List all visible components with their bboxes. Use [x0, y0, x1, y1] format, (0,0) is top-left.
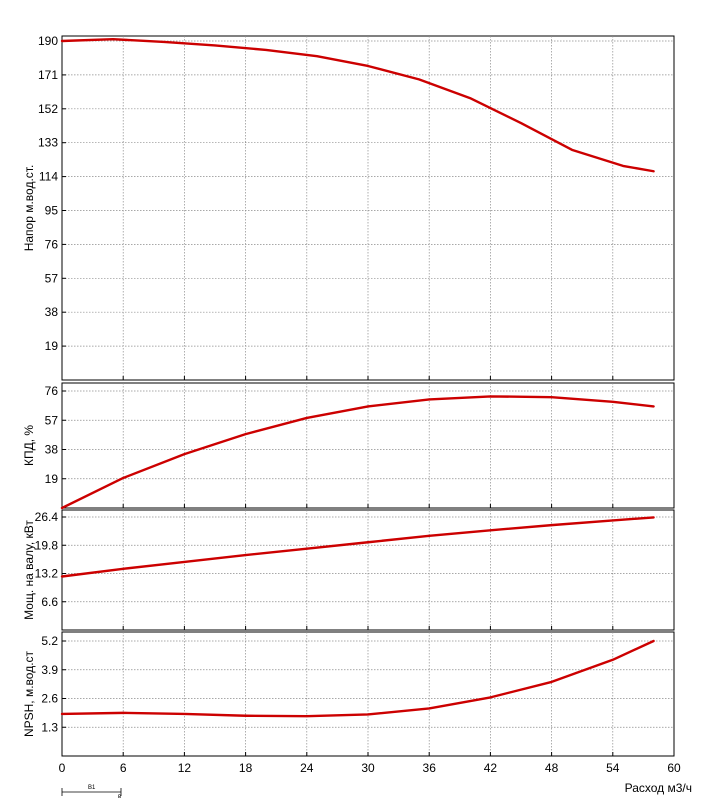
y-tick-label: 57 — [45, 413, 59, 427]
x-tick-label: 60 — [667, 761, 681, 775]
y-tick-label: 19 — [45, 472, 59, 486]
y-tick-label: 57 — [45, 271, 59, 285]
curve-series-1 — [60, 395, 655, 510]
curve-series-1 — [60, 516, 655, 578]
y-tick-label: 26.4 — [35, 510, 59, 524]
x-tick-label: 30 — [361, 761, 375, 775]
operating-range-marker: В1 в — [61, 785, 122, 800]
x-tick-label: 18 — [239, 761, 253, 775]
y-tick-label: 190 — [38, 34, 58, 48]
x-tick-label: 0 — [59, 761, 66, 775]
x-tick-label: 42 — [484, 761, 498, 775]
x-tick-label: 54 — [606, 761, 620, 775]
x-tick-label: 48 — [545, 761, 559, 775]
curve-series-1 — [60, 639, 655, 718]
y-tick-label: 114 — [39, 170, 58, 184]
y-tick-label: 38 — [45, 305, 59, 319]
y-tick-label: 19 — [45, 339, 59, 353]
y-tick-label: 13.2 — [35, 567, 59, 581]
y-axis-label: Напор м.вод.ст. — [22, 165, 36, 252]
y-tick-label: 6.6 — [41, 595, 58, 609]
y-tick-label: 1.3 — [41, 720, 58, 734]
y-axis-label: Мощ. на валу, кВт — [22, 520, 36, 620]
x-tick-label: 24 — [300, 761, 314, 775]
y-tick-label: 5.2 — [41, 634, 58, 648]
y-tick-label: 76 — [45, 237, 59, 251]
y-tick-label: 95 — [45, 204, 59, 218]
x-axis-label: Расход м3/ч — [625, 781, 692, 795]
panel-2: 19 38 57 76 КПД, % — [22, 382, 675, 510]
y-tick-label: 133 — [38, 136, 58, 150]
x-axis: 0 6 12 18 24 30 36 42 48 54 60 Расход м3/ч — [59, 761, 692, 795]
y-axis-label: КПД, % — [22, 425, 36, 466]
x-tick-label: 36 — [423, 761, 437, 775]
range-marker-label: В1 — [88, 785, 96, 791]
x-tick-label: 12 — [178, 761, 192, 775]
x-tick-label: 6 — [120, 761, 127, 775]
y-tick-label: 2.6 — [41, 692, 58, 706]
y-tick-label: 38 — [45, 443, 59, 457]
curve-series-1 — [60, 38, 655, 173]
range-marker-sublabel: в — [118, 794, 121, 800]
y-tick-label: 152 — [38, 102, 58, 116]
y-tick-label: 19.8 — [35, 538, 59, 552]
panel-4: 1.3 2.6 3.9 5.2 NPSH, м.вод.ст — [22, 631, 675, 757]
y-tick-label: 3.9 — [41, 663, 58, 677]
chart-panels: 19 38 57 76 95 114 133 152 171 190 Напор м.вод.ст.… — [22, 34, 675, 757]
panel-1: 19 38 57 76 95 114 133 152 171 190 Напор м.вод.ст. — [22, 34, 675, 381]
y-axis-label: NPSH, м.вод.ст — [22, 650, 36, 737]
y-tick-label: 171 — [38, 68, 58, 82]
y-tick-label: 76 — [45, 384, 59, 398]
